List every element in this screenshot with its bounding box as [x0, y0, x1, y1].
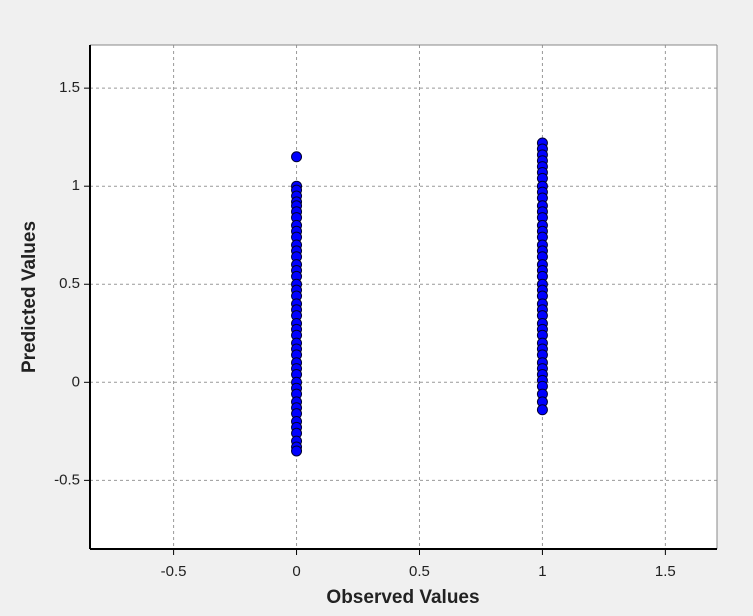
y-tick-label: 0	[72, 373, 80, 390]
x-tick-label: 0	[292, 563, 300, 580]
x-tick-label: 0.5	[409, 563, 430, 580]
x-tick-label: 1.5	[655, 563, 676, 580]
grid	[90, 45, 717, 549]
point	[291, 151, 303, 163]
y-tick-label: -0.5	[54, 471, 80, 488]
x-axis-title: Observed Values	[326, 587, 479, 608]
y-tick-label: 1	[72, 177, 80, 194]
y-axis-title: Predicted Values	[19, 221, 40, 373]
point	[291, 445, 303, 457]
plot-area	[90, 45, 717, 549]
x-tick-label: -0.5	[161, 563, 187, 580]
point	[536, 404, 548, 416]
y-tick-label: 1.5	[59, 79, 80, 96]
points	[291, 137, 548, 457]
x-tick-label: 1	[538, 563, 546, 580]
y-tick-label: 0.5	[59, 275, 80, 292]
